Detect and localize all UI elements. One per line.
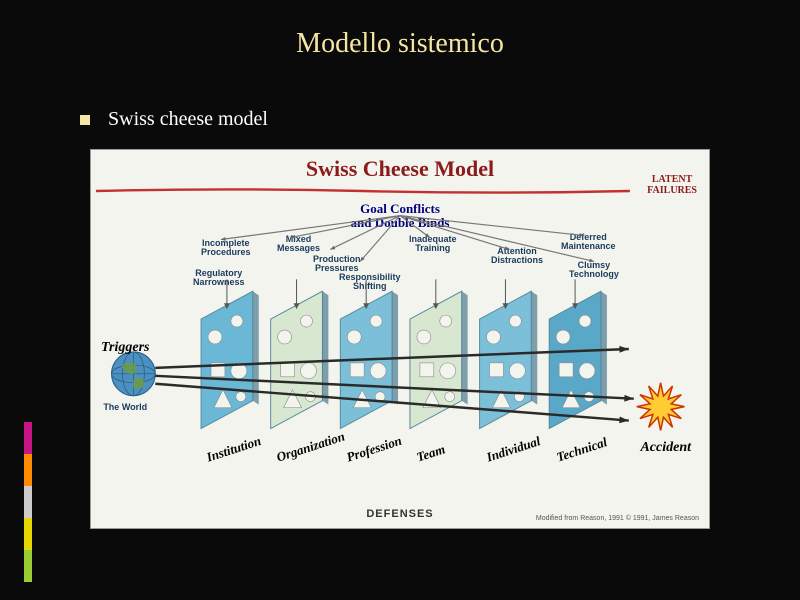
defense-layer-label: Profession <box>345 433 404 466</box>
defenses-title: DEFENSES <box>366 508 433 520</box>
factor-label: AttentionDistractions <box>491 247 543 266</box>
factor-label: InadequateTraining <box>409 235 457 254</box>
bullet-row: Swiss cheese model <box>80 108 800 131</box>
factor-label: ResponsibilityShifting <box>339 273 401 292</box>
defense-layer-label: Organization <box>275 429 347 466</box>
latent-failures-label: LATENTFAILURES <box>647 174 697 196</box>
diagram-title: Swiss Cheese Model <box>91 150 709 182</box>
triggers-title: Triggers <box>101 340 149 356</box>
top-labels-area: IncompleteProcedures RegulatoryNarrowness… <box>91 233 709 287</box>
subtitle-line1: Goal Conflicts <box>360 201 440 216</box>
defense-layer-label: Technical <box>555 434 610 465</box>
defense-layer-label: Institution <box>205 433 264 466</box>
triggers-sub: The World <box>101 402 149 412</box>
defense-layer-label: Individual <box>485 433 543 465</box>
accident-label: Accident <box>640 440 691 456</box>
factor-label: IncompleteProcedures <box>201 239 251 258</box>
bullet-marker-icon <box>80 115 90 125</box>
attribution-text: Modified from Reason, 1991 © 1991, James… <box>536 515 699 522</box>
title-underline <box>91 187 635 195</box>
factor-label: MixedMessages <box>277 235 320 254</box>
defense-layer-label: Team <box>415 441 448 465</box>
triggers-block: Triggers The World <box>101 340 149 412</box>
subtitle-line2: and Double Binds <box>351 215 450 230</box>
slide-title: Modello sistemico <box>0 0 800 60</box>
diagram-subtitle: Goal Conflicts and Double Binds <box>91 202 709 231</box>
accent-color-strip <box>24 422 32 582</box>
factor-label: RegulatoryNarrowness <box>193 269 245 288</box>
factor-label: DeferredMaintenance <box>561 233 616 252</box>
bullet-text: Swiss cheese model <box>108 108 268 131</box>
factor-label: ProductionPressures <box>313 255 361 274</box>
swiss-cheese-diagram: Swiss Cheese Model Goal Conflicts and Do… <box>90 149 710 529</box>
factor-label: ClumsyTechnology <box>569 261 619 280</box>
